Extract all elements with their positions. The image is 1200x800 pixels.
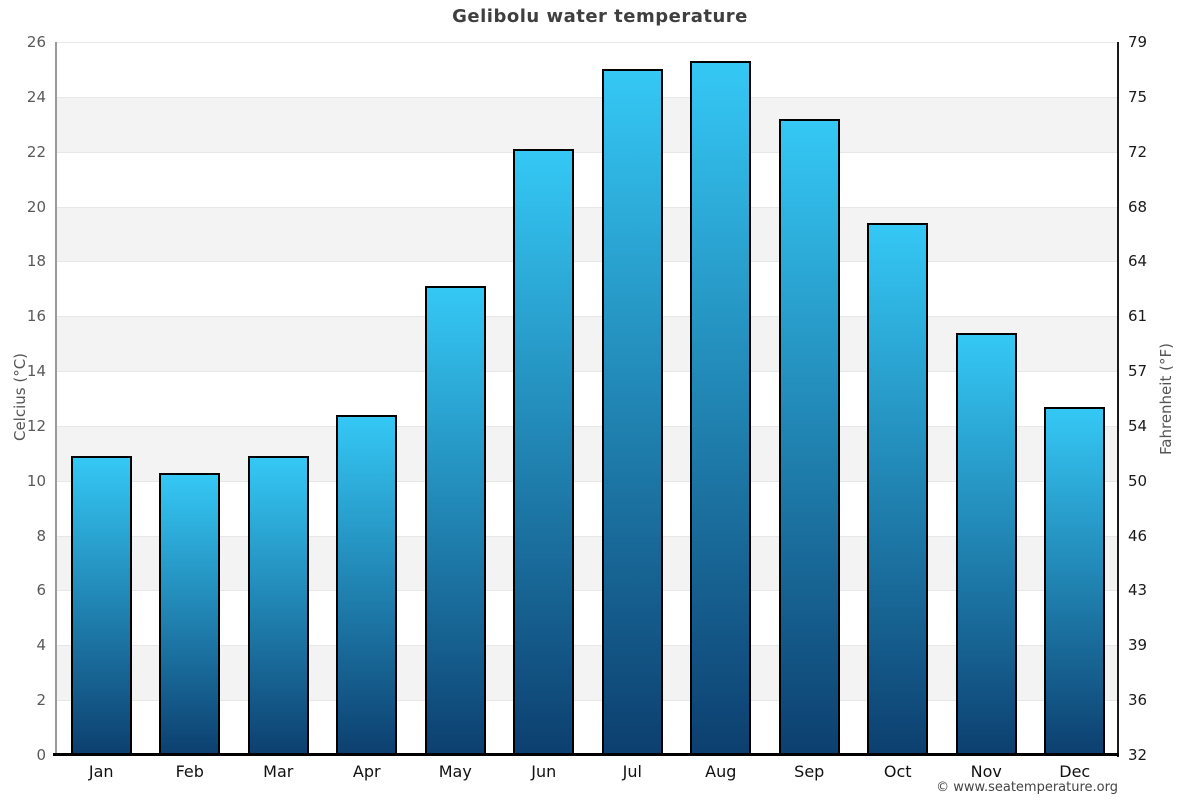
month-label-nov: Nov (970, 762, 1002, 781)
gridline (57, 371, 1119, 373)
fahrenheit-tick-label: 46 (1128, 526, 1148, 545)
celsius-tick-label: 6 (36, 581, 46, 600)
fahrenheit-tick-label: 43 (1128, 581, 1148, 600)
gridline (57, 590, 1119, 592)
gridline (57, 700, 1119, 702)
left-axis-line (55, 42, 57, 755)
gridline (57, 480, 1119, 482)
celsius-tick-label: 22 (26, 142, 46, 161)
celsius-tick-label: 12 (26, 416, 46, 435)
bar-dec[interactable] (1044, 406, 1106, 755)
x-axis-baseline (53, 753, 1119, 756)
bar-jul[interactable] (601, 69, 663, 755)
fahrenheit-tick-label: 64 (1128, 252, 1148, 271)
celsius-tick-label: 14 (26, 362, 46, 381)
bar-feb[interactable] (159, 472, 221, 755)
fahrenheit-tick-label: 32 (1128, 746, 1148, 764)
month-label-apr: Apr (352, 762, 381, 781)
plot-band (57, 96, 1119, 152)
celsius-tick-label: 8 (36, 526, 46, 545)
fahrenheit-tick-label: 68 (1128, 197, 1148, 216)
fahrenheit-tick-label: 39 (1128, 636, 1148, 655)
gridline (57, 42, 1119, 43)
bar-may[interactable] (424, 286, 486, 755)
bar-jan[interactable] (70, 456, 132, 755)
fahrenheit-tick-label: 50 (1128, 471, 1148, 490)
bar-sep[interactable] (778, 118, 840, 755)
bar-jun[interactable] (513, 148, 575, 755)
plot-band (57, 535, 1119, 591)
celsius-tick-label: 4 (36, 636, 46, 655)
gridline (57, 261, 1119, 263)
right-axis-line (1117, 42, 1119, 757)
fahrenheit-tick-label: 61 (1128, 307, 1148, 326)
bar-mar[interactable] (247, 456, 309, 755)
celsius-tick-label: 2 (36, 691, 46, 710)
month-label-feb: Feb (175, 762, 204, 781)
fahrenheit-tick-label: 36 (1128, 691, 1148, 710)
celsius-tick-label: 26 (26, 33, 46, 51)
fahrenheit-tick-label: 72 (1128, 142, 1148, 161)
fahrenheit-tick-label: 54 (1128, 416, 1148, 435)
month-label-jun: Jun (531, 762, 557, 781)
bar-nov[interactable] (955, 332, 1017, 755)
bar-apr[interactable] (336, 414, 398, 755)
fahrenheit-tick-label: 57 (1128, 362, 1148, 381)
month-label-sep: Sep (794, 762, 825, 781)
month-label-jan: Jan (88, 762, 114, 781)
month-label-oct: Oct (883, 762, 912, 781)
plot-band (57, 206, 1119, 262)
gridline (57, 645, 1119, 647)
chart-title: Gelibolu water temperature (452, 6, 748, 27)
copyright-text: © www.seatemperature.org (936, 780, 1118, 795)
plot-band (57, 645, 1119, 701)
plot-band (57, 316, 1119, 372)
plot-band (57, 425, 1119, 481)
month-label-may: May (438, 762, 472, 781)
gridline (57, 206, 1119, 208)
gridline (57, 425, 1119, 427)
celsius-tick-label: 20 (26, 197, 46, 216)
gridline (57, 316, 1119, 318)
fahrenheit-tick-label: 79 (1128, 33, 1148, 51)
celsius-tick-label: 16 (26, 307, 46, 326)
celsius-tick-label: 10 (26, 471, 46, 490)
month-label-mar: Mar (263, 762, 294, 781)
celsius-tick-label: 0 (36, 746, 46, 764)
gridline (57, 151, 1119, 153)
month-label-aug: Aug (705, 762, 737, 781)
gridline (57, 535, 1119, 537)
bar-oct[interactable] (867, 222, 929, 755)
celsius-tick-label: 24 (26, 87, 46, 106)
bar-aug[interactable] (690, 61, 752, 755)
fahrenheit-tick-label: 75 (1128, 87, 1148, 106)
month-label-dec: Dec (1059, 762, 1091, 781)
celsius-tick-label: 18 (26, 252, 46, 271)
plot-area (57, 42, 1119, 755)
month-label-jul: Jul (622, 762, 642, 781)
gridline (57, 96, 1119, 98)
